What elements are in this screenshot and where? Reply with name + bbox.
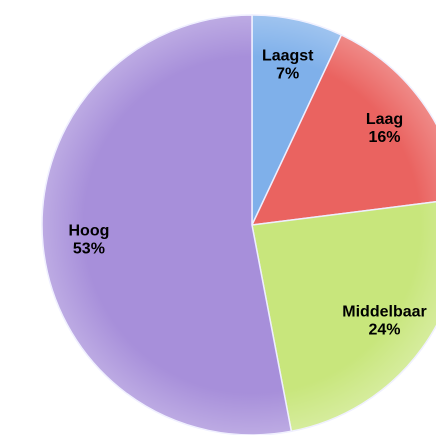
slice-label: Laagst bbox=[262, 47, 314, 64]
slice-label: Hoog bbox=[68, 223, 109, 240]
slice-value-label: 7% bbox=[276, 65, 299, 82]
slice-label: Middelbaar bbox=[342, 303, 426, 320]
slice-value-label: 24% bbox=[369, 321, 401, 338]
slice-value-label: 16% bbox=[369, 129, 401, 146]
slice-label: Laag bbox=[366, 111, 403, 128]
slice-value-label: 53% bbox=[73, 241, 105, 258]
